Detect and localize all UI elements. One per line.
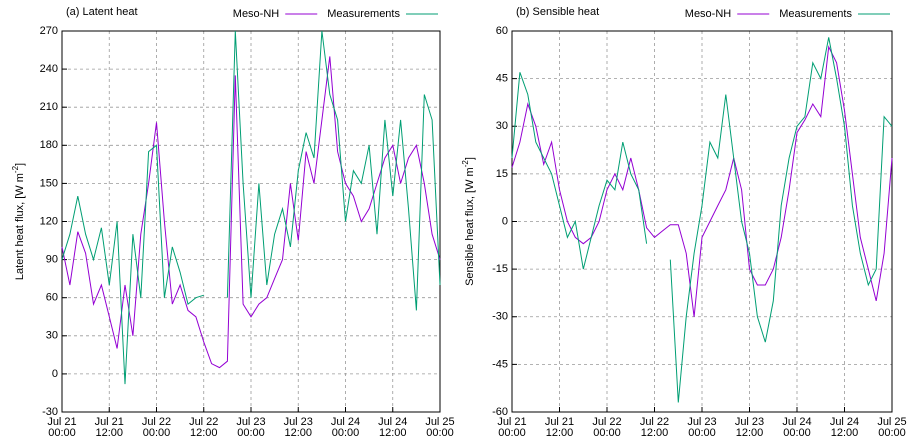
y-tick-label: 60	[496, 25, 508, 37]
x-tick-label: Jul 24 00:00	[782, 416, 812, 439]
panel-title: (b) Sensible heat	[516, 6, 599, 18]
y-tick-label: -45	[492, 358, 508, 370]
y-tick-label: 45	[496, 73, 508, 85]
x-tick-label: Jul 24 00:00	[330, 416, 361, 439]
y-tick-label: 120	[40, 215, 58, 227]
x-tick-label: Jul 25 00:00	[877, 416, 907, 439]
x-tick-label: Jul 21 12:00	[94, 416, 124, 439]
y-tick-label: 30	[496, 120, 508, 132]
y-axis-label-part: ]	[14, 163, 26, 166]
x-tick-label: Jul 24 12:00	[829, 416, 860, 439]
y-tick-label: 90	[46, 254, 58, 266]
y-tick-label: 180	[40, 139, 58, 151]
legend-label: Measurements	[779, 8, 852, 20]
legend-label: Measurements	[327, 8, 400, 20]
panel-title: (a) Latent heat	[66, 6, 138, 18]
y-axis-label: Sensible heat flux, [W m-2]	[461, 157, 476, 286]
x-tick-label: Jul 22 12:00	[189, 416, 219, 439]
y-tick-label: 60	[46, 292, 58, 304]
x-tick-label: Jul 21 00:00	[47, 416, 77, 439]
data-line	[61, 56, 441, 369]
y-tick-label: 270	[40, 25, 58, 37]
data-line	[511, 45, 893, 317]
x-tick-label: Jul 24 12:00	[378, 416, 408, 439]
y-tick-label: -15	[492, 263, 508, 275]
y-axis-label-part: -2	[461, 160, 470, 168]
x-tick-label: Jul 23 00:00	[236, 416, 266, 439]
x-tick-label: Jul 22 12:00	[639, 416, 670, 439]
y-axis-label: Latent heat flux, [W m-2]	[11, 163, 26, 280]
y-tick-label: -30	[42, 406, 58, 418]
y-tick-label: 30	[46, 330, 58, 342]
x-tick-label: Jul 21 12:00	[544, 416, 575, 439]
y-tick-label: -30	[492, 311, 508, 323]
x-tick-label: Jul 21 00:00	[497, 416, 527, 439]
data-line	[511, 37, 893, 403]
y-tick-label: 0	[52, 368, 58, 380]
x-tick-label: Jul 23 12:00	[283, 416, 313, 439]
y-tick-label: -60	[492, 406, 508, 418]
plot-frame	[61, 30, 441, 413]
y-axis-label-part: -2	[11, 165, 20, 173]
x-tick-label: Jul 23 00:00	[687, 416, 717, 439]
x-tick-label: Jul 22 00:00	[592, 416, 622, 439]
y-axis-label-part: Sensible heat flux, [W m	[464, 167, 476, 286]
data-line	[61, 30, 441, 385]
y-tick-label: 240	[40, 63, 58, 75]
y-axis-label-part: ]	[464, 157, 476, 160]
y-tick-label: 0	[502, 215, 508, 227]
x-tick-label: Jul 25 00:00	[425, 416, 455, 439]
y-axis-label-part: Latent heat flux, [W m	[14, 173, 26, 280]
y-tick-label: 150	[40, 177, 58, 189]
legend-label: Meso-NH	[233, 8, 280, 20]
y-tick-label: 15	[496, 168, 508, 180]
y-tick-label: 210	[40, 101, 58, 113]
plot-frame	[511, 30, 893, 413]
legend-label: Meso-NH	[685, 8, 732, 20]
x-tick-label: Jul 23 12:00	[734, 416, 765, 439]
x-tick-label: Jul 22 00:00	[141, 416, 172, 439]
